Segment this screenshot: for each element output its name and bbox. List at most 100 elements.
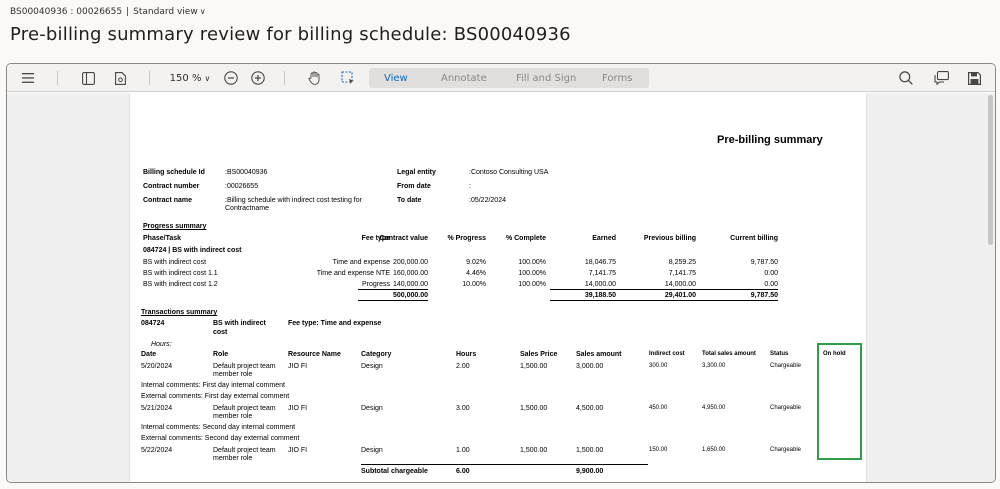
page-title: Pre-billing summary review for billing s… (10, 24, 571, 45)
contract-name-label: Contract name (143, 197, 193, 204)
menu-icon[interactable] (19, 68, 37, 88)
tab-annotate[interactable]: Annotate (441, 72, 487, 84)
col-resource-name: Resource Name (288, 351, 341, 358)
project-name-line2: cost (213, 329, 228, 336)
progress-group: 084724 | BS with indirect cost (143, 247, 242, 254)
row-phase: BS with indirect cost 1.1 (143, 270, 218, 277)
row-previous-billing: 7,141.75 (668, 270, 696, 277)
row-status: Chargeable (770, 405, 802, 411)
tab-fill-and-sign[interactable]: Fill and Sign (516, 72, 577, 84)
transactions-fee-type: Fee type: Time and expense (288, 320, 382, 327)
zoom-level-value: 150 % (169, 72, 202, 84)
row-sales-amount: 1,500.00 (576, 447, 604, 454)
row-total-sales-amount: 3,300.00 (702, 363, 726, 369)
row-sales-price: 1,500.00 (520, 363, 548, 370)
row-internal-comment: Internal comments: Second day internal c… (141, 424, 296, 431)
col-progress: % Progress (447, 235, 486, 242)
save-icon[interactable] (965, 68, 983, 88)
on-hold-highlight-box (817, 343, 862, 460)
row-date: 5/20/2024 (141, 363, 173, 370)
divider (550, 300, 778, 301)
row-complete: 100.00% (518, 259, 546, 266)
view-selector[interactable]: Standard view ∨ (133, 7, 205, 17)
row-indirect-cost: 150.00 (649, 447, 668, 453)
row-fee-type: Time and expense (332, 259, 390, 266)
transactions-summary-title: Transactions summary (141, 309, 218, 316)
row-category: Design (361, 363, 383, 370)
progress-summary-title: Progress summary (143, 223, 207, 230)
col-fee-type: Fee type (361, 235, 390, 242)
row-fee-type: Time and expense NTE (316, 270, 390, 277)
row-role-line2: member role (213, 455, 253, 462)
col-on-hold: On hold (823, 351, 846, 357)
row-complete: 100.00% (518, 270, 546, 277)
col-earned: Earned (592, 235, 616, 242)
divider (358, 300, 428, 301)
row-resource: JIO FI (288, 447, 308, 454)
billing-schedule-id-label: Billing schedule Id (143, 169, 205, 176)
row-previous-billing: 14,000.00 (664, 281, 696, 288)
chevron-down-icon: ∨ (204, 73, 211, 83)
row-role: Default project team (213, 363, 276, 370)
search-icon[interactable] (897, 68, 915, 88)
comment-icon[interactable] (932, 68, 950, 88)
row-role-line2: member role (213, 413, 253, 420)
contract-name-value: :Billing schedule with indirect cost tes… (225, 197, 362, 204)
sidebar-icon[interactable] (79, 68, 97, 88)
row-earned: 14,000.00 (584, 281, 616, 288)
from-date-label: From date (397, 183, 431, 190)
row-internal-comment: Internal comments: First day internal co… (141, 382, 285, 389)
row-date: 5/22/2024 (141, 447, 173, 454)
document-area[interactable]: Pre-billing summary Billing schedule Id … (7, 93, 995, 482)
col-complete: % Complete (505, 235, 546, 242)
row-category: Design (361, 447, 383, 454)
row-current-billing: 9,787.50 (750, 259, 778, 266)
vertical-scrollbar[interactable] (988, 95, 993, 245)
legal-entity-value: :Contoso Consulting USA (469, 169, 549, 176)
col-sales-price: Sales Price (520, 351, 558, 358)
report-title: Pre-billing summary (717, 134, 823, 146)
row-date: 5/21/2024 (141, 405, 173, 412)
row-complete: 100.00% (518, 281, 546, 288)
divider (361, 464, 648, 465)
breadcrumb-record: BS00040936 : 00026655 (10, 7, 123, 17)
col-date: Date (141, 351, 157, 358)
hand-icon[interactable] (305, 68, 323, 88)
zoom-out-icon[interactable] (222, 68, 240, 88)
row-phase: BS with indirect cost (143, 259, 207, 266)
hours-label: Hours: (151, 341, 172, 348)
col-status: Status (770, 351, 789, 357)
to-date-value: :05/22/2024 (469, 197, 506, 204)
subtotal-hours: 6.00 (456, 468, 470, 475)
row-sales-amount: 3,000.00 (576, 363, 604, 370)
col-current-billing: Current billing (730, 235, 778, 242)
row-current-billing: 0.00 (764, 281, 778, 288)
row-total-sales-amount: 1,650.00 (702, 447, 726, 453)
total-earned: 39,188.50 (584, 292, 616, 299)
row-external-comment: External comments: First day external co… (141, 393, 290, 400)
chevron-down-icon: ∨ (199, 7, 206, 16)
page-icon[interactable] (111, 68, 129, 88)
view-selector-label: Standard view (133, 7, 198, 17)
tab-forms[interactable]: Forms (602, 72, 633, 84)
from-date-value: : (469, 183, 471, 190)
row-sales-price: 1,500.00 (520, 405, 548, 412)
to-date-label: To date (397, 197, 422, 204)
row-role: Default project team (213, 447, 276, 454)
contract-number-label: Contract number (143, 183, 200, 190)
select-icon[interactable] (339, 68, 357, 88)
tab-view[interactable]: View (384, 72, 408, 84)
divider (358, 289, 428, 290)
row-category: Design (361, 405, 383, 412)
col-role: Role (213, 351, 229, 358)
row-contract-value: 200,000.00 (392, 259, 428, 266)
zoom-level-dropdown[interactable]: 150 % ∨ (167, 68, 213, 88)
row-total-sales-amount: 4,950.00 (702, 405, 726, 411)
col-total-sales-amount: Total sales amount (702, 351, 756, 357)
row-resource: JIO FI (288, 363, 308, 370)
zoom-in-icon[interactable] (249, 68, 267, 88)
row-fee-type: Progress (361, 281, 390, 288)
breadcrumb: BS00040936 : 00026655 | Standard view ∨ (10, 7, 206, 17)
pdf-viewer: 150 % ∨ View Annotate Fill and Sign Forms (6, 63, 996, 483)
subtotal-amount: 9,900.00 (576, 468, 604, 475)
